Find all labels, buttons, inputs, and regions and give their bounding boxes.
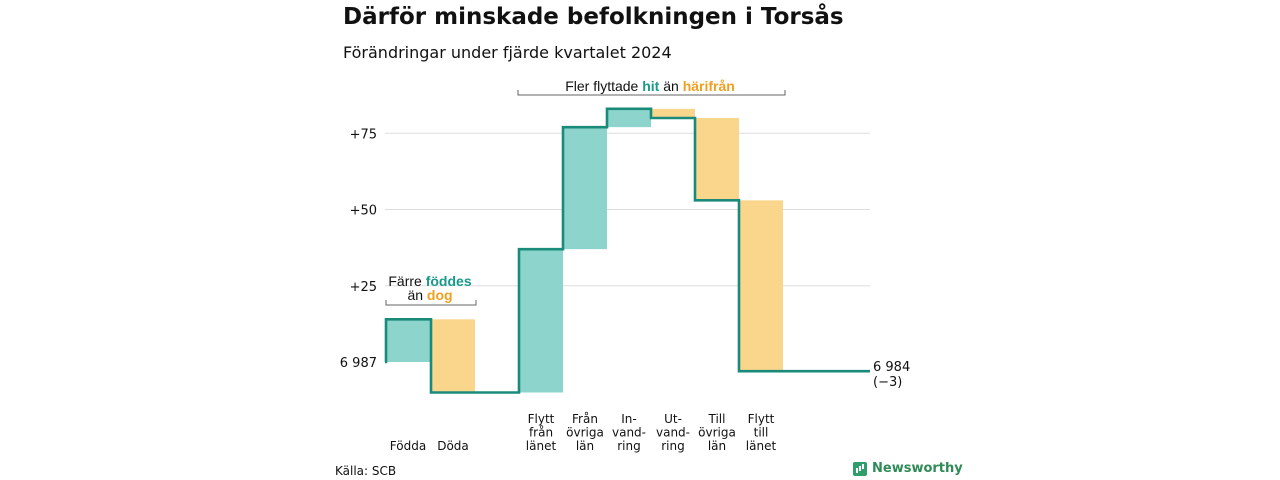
- y-tick-label: +25: [350, 280, 377, 295]
- category-label: Flytt: [748, 412, 775, 426]
- category-label: från: [529, 426, 553, 440]
- moves-annotation: Fler flyttade hit än härifrån: [565, 78, 735, 94]
- moves-annotation-em1: hit: [642, 78, 659, 94]
- births-annotation-line2: än dog: [407, 287, 452, 303]
- bar-5: [651, 108, 695, 118]
- category-label: till: [754, 426, 769, 440]
- gridlines: [385, 132, 870, 287]
- step-line: [384, 107, 870, 394]
- category-labels: Födda DödaFlyttfrånlänetFrånövrigalänIn-v…: [390, 412, 777, 453]
- category-label: län: [576, 439, 594, 453]
- bar-0: [386, 319, 430, 362]
- births-annotation-em2: dog: [427, 287, 453, 303]
- moves-annotation-mid: än: [659, 78, 682, 94]
- end-value-label: 6 984: [873, 360, 910, 375]
- births-annotation-line1: Färre föddes: [388, 273, 471, 289]
- chart-title: Därför minskade befolkningen i Torsås: [343, 4, 844, 30]
- moves-annotation-em2: härifrån: [683, 78, 735, 94]
- category-label: Födda: [390, 439, 426, 453]
- category-label: Ut-: [664, 412, 682, 426]
- category-label: övriga: [566, 426, 604, 440]
- moves-annotation-pre: Fler flyttade: [565, 78, 642, 94]
- bar-2: [519, 249, 563, 393]
- category-label: Flytt: [528, 412, 555, 426]
- category-label: vand-: [612, 426, 646, 440]
- category-label: länet: [526, 439, 557, 453]
- bar-6: [695, 118, 739, 201]
- bar-4: [607, 108, 651, 128]
- category-label: länet: [746, 439, 777, 453]
- end-change-label: (−3): [873, 375, 902, 390]
- births-annotation-em: föddes: [426, 273, 472, 289]
- births-annotation-pre: Färre: [388, 273, 425, 289]
- source-note: Källa: SCB: [335, 464, 397, 478]
- baseline-label: 6 987: [340, 356, 377, 371]
- bar-3: [563, 127, 607, 250]
- category-label: Till: [708, 412, 726, 426]
- category-label: Döda: [437, 439, 469, 453]
- brand-logo: Newsworthy: [853, 461, 963, 476]
- newsworthy-logo-icon: [853, 461, 867, 476]
- births-bracket: [385, 300, 477, 306]
- chart-subtitle: Förändringar under fjärde kvartalet 2024: [343, 43, 672, 62]
- category-label: övriga: [698, 426, 736, 440]
- bar-1: [431, 319, 475, 393]
- moves-bracket: [517, 90, 786, 96]
- brand-name: Newsworthy: [872, 461, 963, 476]
- y-tick-label: +75: [350, 127, 377, 142]
- category-label: ring: [661, 439, 685, 453]
- category-label: län: [708, 439, 726, 453]
- y-tick-labels: +25 +50 +75 6 987 6 984(−3): [340, 127, 910, 390]
- bar-7: [739, 200, 783, 372]
- births-annotation-pre2: än: [407, 287, 426, 303]
- bars: [384, 107, 870, 394]
- y-tick-label: +50: [350, 204, 377, 219]
- category-label: Från: [572, 412, 598, 426]
- category-label: ring: [617, 439, 641, 453]
- category-label: In-: [621, 412, 636, 426]
- category-label: vand-: [656, 426, 690, 440]
